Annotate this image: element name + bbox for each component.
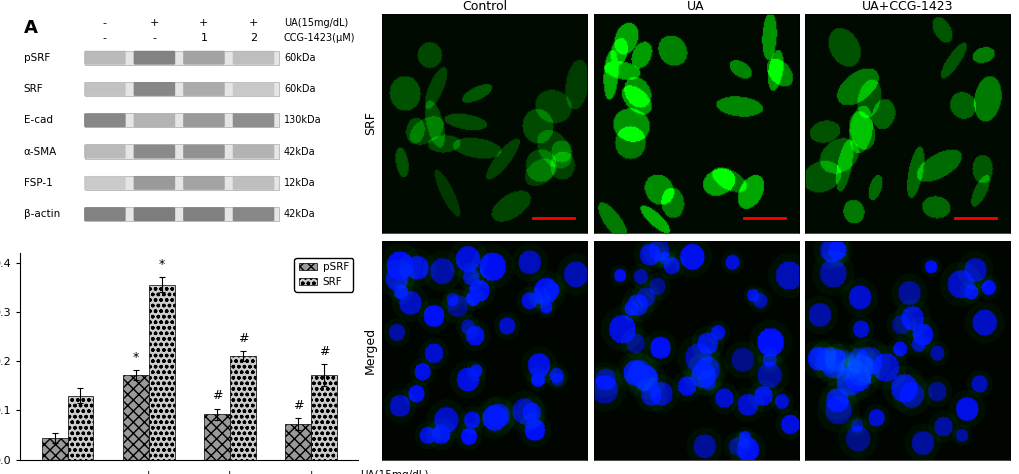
Text: UA(15mg/dL): UA(15mg/dL) <box>283 18 347 28</box>
Text: +: + <box>150 18 159 28</box>
Text: +: + <box>144 470 153 474</box>
Text: FSP-1: FSP-1 <box>23 178 52 188</box>
FancyBboxPatch shape <box>84 82 125 96</box>
Text: +: + <box>249 18 258 28</box>
FancyBboxPatch shape <box>183 82 224 96</box>
FancyBboxPatch shape <box>84 113 125 127</box>
FancyBboxPatch shape <box>232 176 274 190</box>
Text: UA(15mg/dL): UA(15mg/dL) <box>360 470 428 474</box>
FancyBboxPatch shape <box>85 145 278 159</box>
FancyBboxPatch shape <box>133 51 175 64</box>
Bar <box>204 414 229 460</box>
Text: #: # <box>292 399 303 412</box>
Bar <box>67 396 94 460</box>
Text: α-SMA: α-SMA <box>23 146 57 156</box>
Text: *: * <box>158 258 165 271</box>
FancyBboxPatch shape <box>85 176 278 190</box>
Legend: pSRF, SRF: pSRF, SRF <box>294 258 353 292</box>
Text: *: * <box>132 351 139 364</box>
FancyBboxPatch shape <box>183 176 224 190</box>
FancyBboxPatch shape <box>84 51 125 64</box>
Text: #: # <box>319 345 329 358</box>
FancyBboxPatch shape <box>183 113 224 127</box>
FancyBboxPatch shape <box>183 51 224 64</box>
FancyBboxPatch shape <box>133 82 175 96</box>
FancyBboxPatch shape <box>133 176 175 190</box>
FancyBboxPatch shape <box>84 176 125 190</box>
Text: #: # <box>237 332 248 345</box>
Text: -: - <box>65 470 69 474</box>
FancyBboxPatch shape <box>133 207 175 221</box>
Text: 60kDa: 60kDa <box>283 84 315 94</box>
Text: +: + <box>225 470 234 474</box>
FancyBboxPatch shape <box>232 145 274 158</box>
FancyBboxPatch shape <box>232 113 274 127</box>
Title: UA: UA <box>687 0 704 13</box>
FancyBboxPatch shape <box>85 51 278 65</box>
Text: CCG-1423(μM): CCG-1423(μM) <box>283 33 355 43</box>
Bar <box>285 424 311 460</box>
FancyBboxPatch shape <box>183 207 224 221</box>
Text: +: + <box>306 470 316 474</box>
FancyBboxPatch shape <box>84 207 125 221</box>
Text: pSRF: pSRF <box>23 53 50 63</box>
Title: UA+CCG-1423: UA+CCG-1423 <box>861 0 952 13</box>
Text: A: A <box>23 18 38 36</box>
Text: 2: 2 <box>250 33 257 43</box>
Text: 130kDa: 130kDa <box>283 115 321 125</box>
FancyBboxPatch shape <box>232 51 274 64</box>
Text: 42kDa: 42kDa <box>283 146 315 156</box>
Bar <box>149 285 174 460</box>
FancyBboxPatch shape <box>133 113 175 127</box>
Text: -: - <box>103 18 107 28</box>
Text: 60kDa: 60kDa <box>283 53 315 63</box>
Y-axis label: SRF: SRF <box>364 111 376 136</box>
FancyBboxPatch shape <box>85 207 278 221</box>
Title: Control: Control <box>462 0 507 13</box>
Text: SRF: SRF <box>23 84 44 94</box>
FancyBboxPatch shape <box>183 145 224 158</box>
Text: -: - <box>103 33 107 43</box>
FancyBboxPatch shape <box>85 82 278 96</box>
FancyBboxPatch shape <box>133 145 175 158</box>
Text: +: + <box>199 18 209 28</box>
Y-axis label: Merged: Merged <box>364 327 376 374</box>
FancyBboxPatch shape <box>84 145 125 158</box>
Text: 42kDa: 42kDa <box>283 209 315 219</box>
Text: E-cad: E-cad <box>23 115 53 125</box>
FancyBboxPatch shape <box>85 113 278 128</box>
FancyBboxPatch shape <box>232 207 274 221</box>
Text: -: - <box>152 33 156 43</box>
Text: 1: 1 <box>201 33 207 43</box>
FancyBboxPatch shape <box>232 82 274 96</box>
Bar <box>42 438 67 460</box>
Bar <box>311 375 337 460</box>
Bar <box>229 356 256 460</box>
Bar <box>122 375 149 460</box>
Text: β-actin: β-actin <box>23 209 60 219</box>
Text: #: # <box>212 389 222 402</box>
Text: 12kDa: 12kDa <box>283 178 315 188</box>
